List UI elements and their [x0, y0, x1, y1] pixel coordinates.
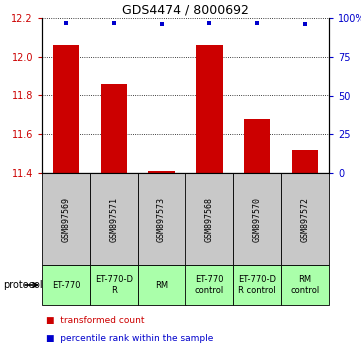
Bar: [42, 265, 90, 305]
Text: ET-770-D
R: ET-770-D R: [95, 275, 133, 295]
Bar: [138, 265, 186, 305]
Bar: [53, 45, 79, 173]
Bar: [292, 150, 318, 173]
Text: RM
control: RM control: [291, 275, 320, 295]
Text: GSM897573: GSM897573: [157, 196, 166, 241]
Bar: [233, 173, 281, 265]
Bar: [196, 45, 223, 173]
Bar: [90, 173, 138, 265]
Text: ET-770: ET-770: [52, 280, 80, 290]
Text: GSM897568: GSM897568: [205, 196, 214, 241]
Text: ET-770
control: ET-770 control: [195, 275, 224, 295]
Point: [63, 20, 69, 25]
Point: [206, 20, 212, 25]
Bar: [186, 265, 233, 305]
Text: GSM897572: GSM897572: [301, 196, 310, 241]
Point: [111, 20, 117, 25]
Bar: [244, 119, 270, 173]
Bar: [42, 173, 90, 265]
Bar: [281, 265, 329, 305]
Point: [302, 21, 308, 27]
Bar: [186, 173, 233, 265]
Point: [255, 20, 260, 25]
Bar: [138, 173, 186, 265]
Bar: [148, 171, 175, 173]
Text: ■  percentile rank within the sample: ■ percentile rank within the sample: [45, 334, 213, 343]
Text: GSM897570: GSM897570: [253, 196, 262, 241]
Point: [159, 21, 165, 27]
Bar: [90, 265, 138, 305]
Text: GSM897571: GSM897571: [109, 196, 118, 241]
Text: ET-770-D
R control: ET-770-D R control: [238, 275, 276, 295]
Text: GSM897569: GSM897569: [61, 196, 70, 241]
Bar: [101, 84, 127, 173]
Title: GDS4474 / 8000692: GDS4474 / 8000692: [122, 4, 249, 17]
Text: protocol: protocol: [4, 280, 43, 290]
Text: ■  transformed count: ■ transformed count: [45, 316, 144, 325]
Text: RM: RM: [155, 280, 168, 290]
Bar: [233, 265, 281, 305]
Bar: [281, 173, 329, 265]
